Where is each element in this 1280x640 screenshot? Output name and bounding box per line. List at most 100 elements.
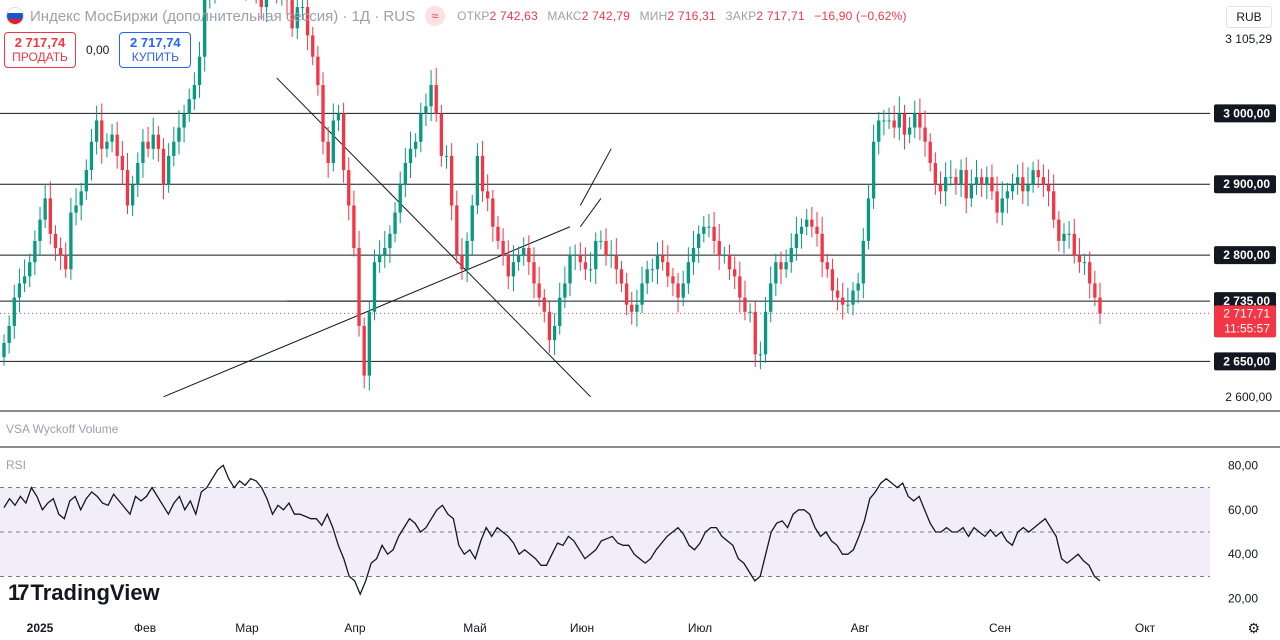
candle-body <box>197 56 202 86</box>
candle-body <box>486 191 490 199</box>
time-axis[interactable]: 2025 Фев Мар Апр Май Июн Июл Авг Сен Окт <box>27 621 1156 635</box>
candle-body <box>573 255 577 257</box>
candle-body <box>1057 219 1061 241</box>
candle-body <box>733 269 737 277</box>
candle-body <box>532 262 536 284</box>
chart-header: Индекс МосБиржи (дополнительная сессия) … <box>6 6 913 26</box>
candle-body <box>974 177 979 185</box>
candle-body <box>619 269 624 284</box>
candle-body <box>69 212 73 270</box>
candle-body <box>630 304 634 312</box>
candle-body <box>841 297 845 305</box>
settings-gear-icon[interactable]: ⚙ <box>1247 620 1260 636</box>
candle-body <box>758 354 763 356</box>
candle-body <box>295 7 299 29</box>
candle-body <box>203 0 207 57</box>
candle-body <box>882 120 886 122</box>
candle-body <box>290 0 294 29</box>
candle-body <box>1088 262 1092 284</box>
candle-body <box>166 155 171 185</box>
candle-body <box>624 283 629 305</box>
candle-body <box>851 290 855 305</box>
candle-body <box>969 184 974 199</box>
candle-body <box>352 205 356 249</box>
candle-body <box>645 269 649 284</box>
candle-body <box>105 141 109 149</box>
candle-body <box>336 113 341 121</box>
candle-body <box>923 127 927 142</box>
candle-body <box>403 162 408 185</box>
candle-body <box>794 233 799 249</box>
candle-body <box>588 269 593 271</box>
candle-body <box>635 304 639 312</box>
candle-body <box>38 219 42 241</box>
candle-body <box>979 177 984 185</box>
candle-body <box>552 325 557 341</box>
candle-body <box>861 240 865 284</box>
candle-body <box>146 141 150 149</box>
candle-body <box>100 120 104 149</box>
candle-body <box>789 248 793 263</box>
rsi-line <box>3 464 1101 596</box>
price-axis[interactable]: 3 105,292 696,072 600,003 000,002 900,00… <box>1214 32 1276 404</box>
symbol-title[interactable]: Индекс МосБиржи (дополнительная сессия) … <box>30 7 416 25</box>
level-badge-label: 2 650,00 <box>1223 354 1270 368</box>
level-badge <box>1214 175 1276 194</box>
candle-body <box>125 170 130 206</box>
sell-button[interactable]: 2 717,74 ПРОДАТЬ <box>4 32 76 68</box>
candle-body <box>398 184 402 213</box>
candle-body <box>1031 170 1035 185</box>
candle-body <box>2 342 6 358</box>
candle-body <box>727 255 732 270</box>
candle-body <box>172 141 176 156</box>
volume-pane-label[interactable]: VSA Wyckoff Volume <box>6 422 119 436</box>
candle-body <box>660 255 665 263</box>
candle-body <box>331 120 335 163</box>
candle-body <box>830 269 835 291</box>
candle-body <box>568 255 572 284</box>
currency-selector[interactable]: RUB <box>1226 6 1272 28</box>
candle-body <box>192 85 197 100</box>
candle-body <box>161 148 166 185</box>
candle-body <box>1010 184 1015 192</box>
candle-body <box>110 134 114 142</box>
candle-body <box>84 170 88 192</box>
rsi-tick-label: 80,00 <box>1228 458 1258 472</box>
candle-body <box>676 283 680 298</box>
level-badge-label: 2 800,00 <box>1223 248 1270 262</box>
candle-body <box>347 170 351 206</box>
candle-body <box>707 226 711 228</box>
interval-label: 1Д <box>351 7 371 25</box>
candle-body <box>413 141 418 149</box>
candle-body <box>151 134 155 149</box>
channel-upper-line <box>579 148 612 206</box>
countdown-label: 11:55:57 <box>1224 321 1270 335</box>
tradingview-logo[interactable]: 17 TradingView <box>8 580 160 606</box>
candle-body <box>542 297 546 312</box>
candle-body <box>722 255 727 257</box>
candle-body <box>712 226 716 241</box>
level-badge-label: 2 900,00 <box>1223 177 1270 191</box>
candle-body <box>856 283 860 291</box>
time-tick-label: Фев <box>134 621 156 635</box>
candle-body <box>691 248 696 263</box>
candle-body <box>985 177 989 185</box>
change-value: −16,90 (−0,62%) <box>814 9 907 23</box>
candle-body <box>429 85 433 107</box>
rsi-pane-label[interactable]: RSI <box>6 458 27 472</box>
high-value: 2 742,79 <box>581 9 631 23</box>
candle-body <box>769 283 773 312</box>
candle-body <box>877 120 881 142</box>
candle-body <box>717 240 721 256</box>
buy-button[interactable]: 2 717,74 КУПИТЬ <box>119 32 192 68</box>
trendlines <box>163 77 612 398</box>
candle-body <box>599 240 603 242</box>
candle-body <box>1000 198 1004 213</box>
candle-body <box>511 262 516 277</box>
candle-body <box>480 155 485 192</box>
candle-body <box>17 283 22 298</box>
candle-body <box>774 262 778 284</box>
market-status-icon[interactable]: ≈ <box>425 6 446 26</box>
level-badge <box>1214 246 1276 265</box>
